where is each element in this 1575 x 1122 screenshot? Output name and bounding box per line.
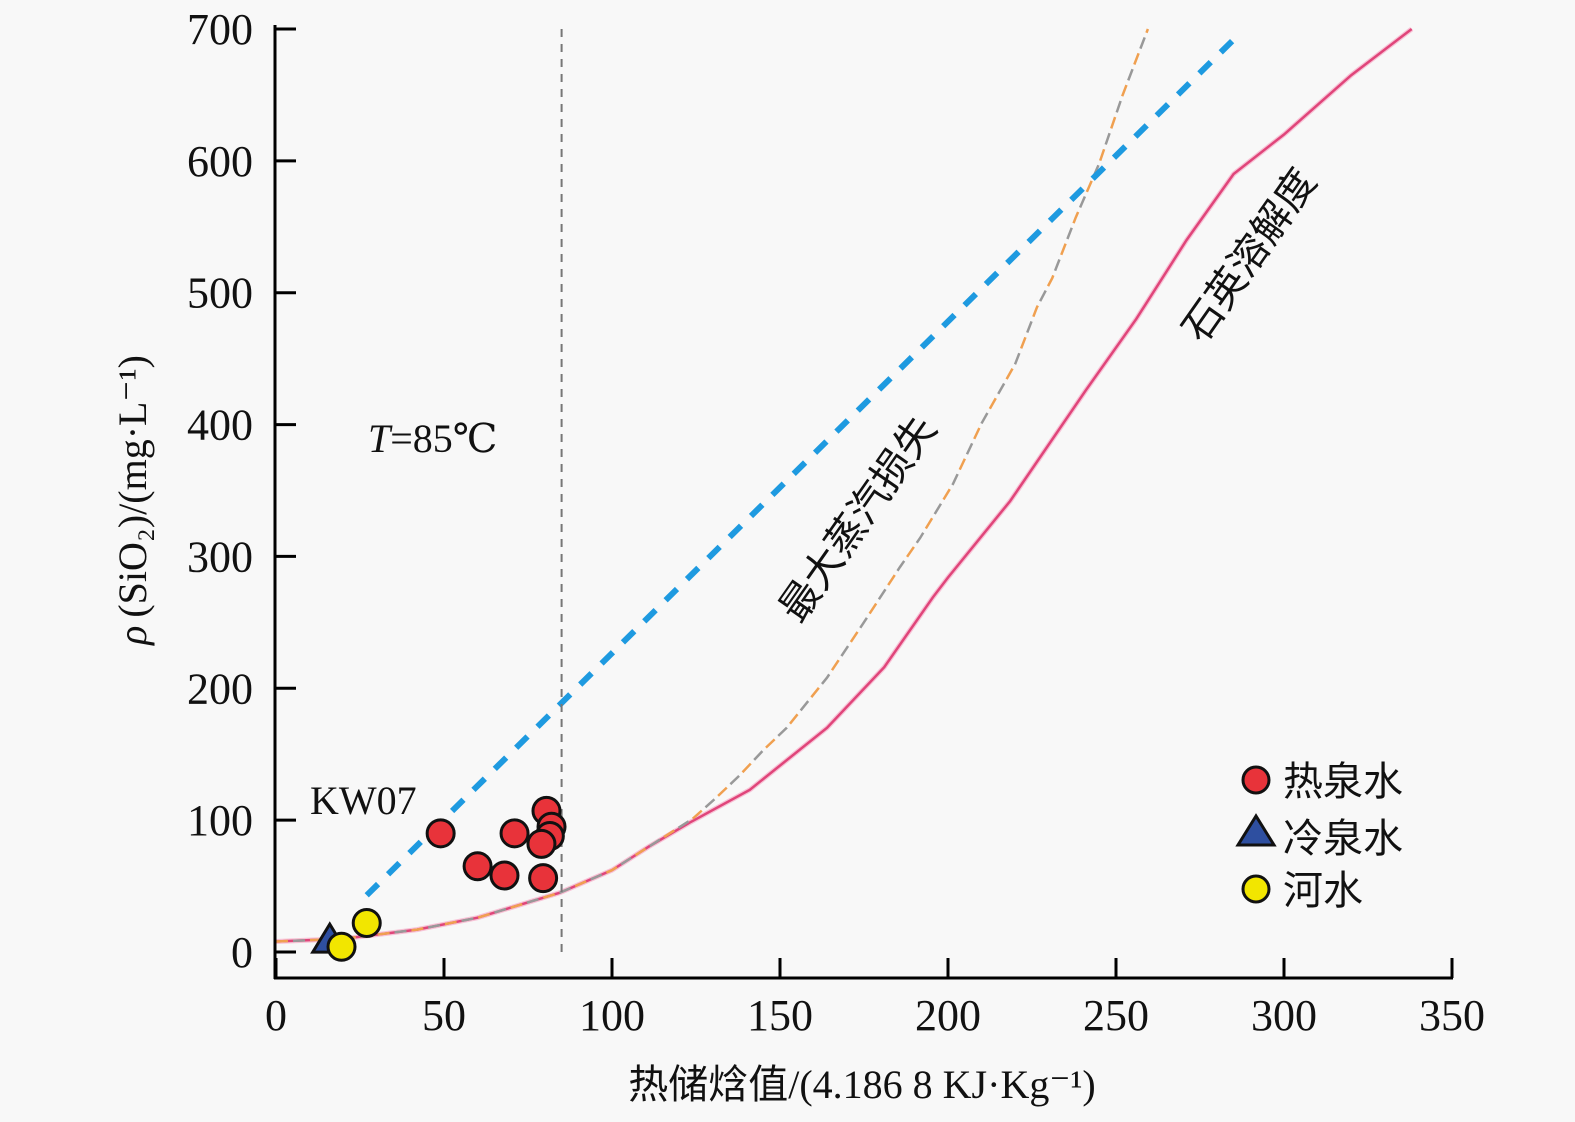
y-tick-label: 500 [187, 269, 253, 318]
data-point-hot-spring [526, 828, 557, 859]
temperature-label: T=85℃ [368, 416, 498, 461]
y-tick-label: 0 [231, 928, 253, 977]
x-tick-label: 150 [747, 991, 813, 1040]
steam-loss-label: 最大蒸汽损失 [771, 408, 946, 631]
y-tick-label: 700 [187, 5, 253, 54]
points-layer [310, 795, 567, 962]
ticks-layer: 0 50 100 150 200 250 300 350 0 100 200 300 400 500 600… [187, 5, 1485, 1040]
legend-marker-circle-yellow [1241, 874, 1271, 904]
y-tick-label: 200 [187, 664, 253, 713]
legend-item-hot-spring: 热泉水 [1241, 759, 1403, 805]
data-point-river [351, 907, 382, 938]
temperature-value: =85℃ [390, 416, 497, 461]
temperature-symbol: T [368, 416, 393, 461]
x-tick-label: 350 [1419, 991, 1485, 1040]
y-axis-title-text: (SiO₂)/(mg·L⁻¹) [110, 355, 155, 618]
y-axis-title: ρ (SiO₂)/(mg·L⁻¹) [110, 355, 155, 647]
lines-layer [275, 25, 1414, 952]
quartz-solubility-curve-halo [275, 27, 1414, 944]
y-tick-label: 300 [187, 532, 253, 581]
x-tick-label: 0 [265, 991, 287, 1040]
quartz-solubility-label: 石英溶解度 [1174, 161, 1326, 351]
x-tick-label: 250 [1083, 991, 1149, 1040]
x-tick-label: 200 [915, 991, 981, 1040]
x-tick-label: 300 [1251, 991, 1317, 1040]
y-tick-label: 600 [187, 137, 253, 186]
legend: 热泉水 冷泉水 河水 [1235, 759, 1403, 914]
legend-marker-circle-red [1241, 765, 1271, 795]
legend-label: 热泉水 [1283, 759, 1403, 805]
data-point-hot-spring [499, 818, 530, 849]
y-tick-label: 100 [187, 796, 253, 845]
x-tick-label: 100 [579, 991, 645, 1040]
data-point-hot-spring [489, 860, 520, 891]
blue-dashed-line [364, 30, 1243, 898]
data-point-hot-spring [425, 818, 456, 849]
legend-label: 冷泉水 [1283, 816, 1403, 862]
data-point-river [326, 931, 357, 962]
steam-loss-curve-alt [275, 28, 1150, 943]
kw07-label: KW07 [310, 778, 417, 823]
data-point-hot-spring [462, 851, 493, 882]
legend-label: 河水 [1283, 868, 1363, 914]
legend-marker-triangle-blue [1235, 813, 1277, 847]
x-tick-label: 50 [422, 991, 466, 1040]
legend-item-cold-spring: 冷泉水 [1235, 813, 1403, 862]
y-tick-label: 400 [187, 401, 253, 450]
data-point-hot-spring [528, 863, 559, 894]
steam-loss-curve [275, 28, 1150, 943]
y-axis-title-symbol: ρ [110, 626, 155, 647]
x-axis-title: 热储焓值/(4.186 8 KJ·Kg⁻¹) [628, 1062, 1096, 1107]
legend-item-river: 河水 [1241, 868, 1363, 914]
